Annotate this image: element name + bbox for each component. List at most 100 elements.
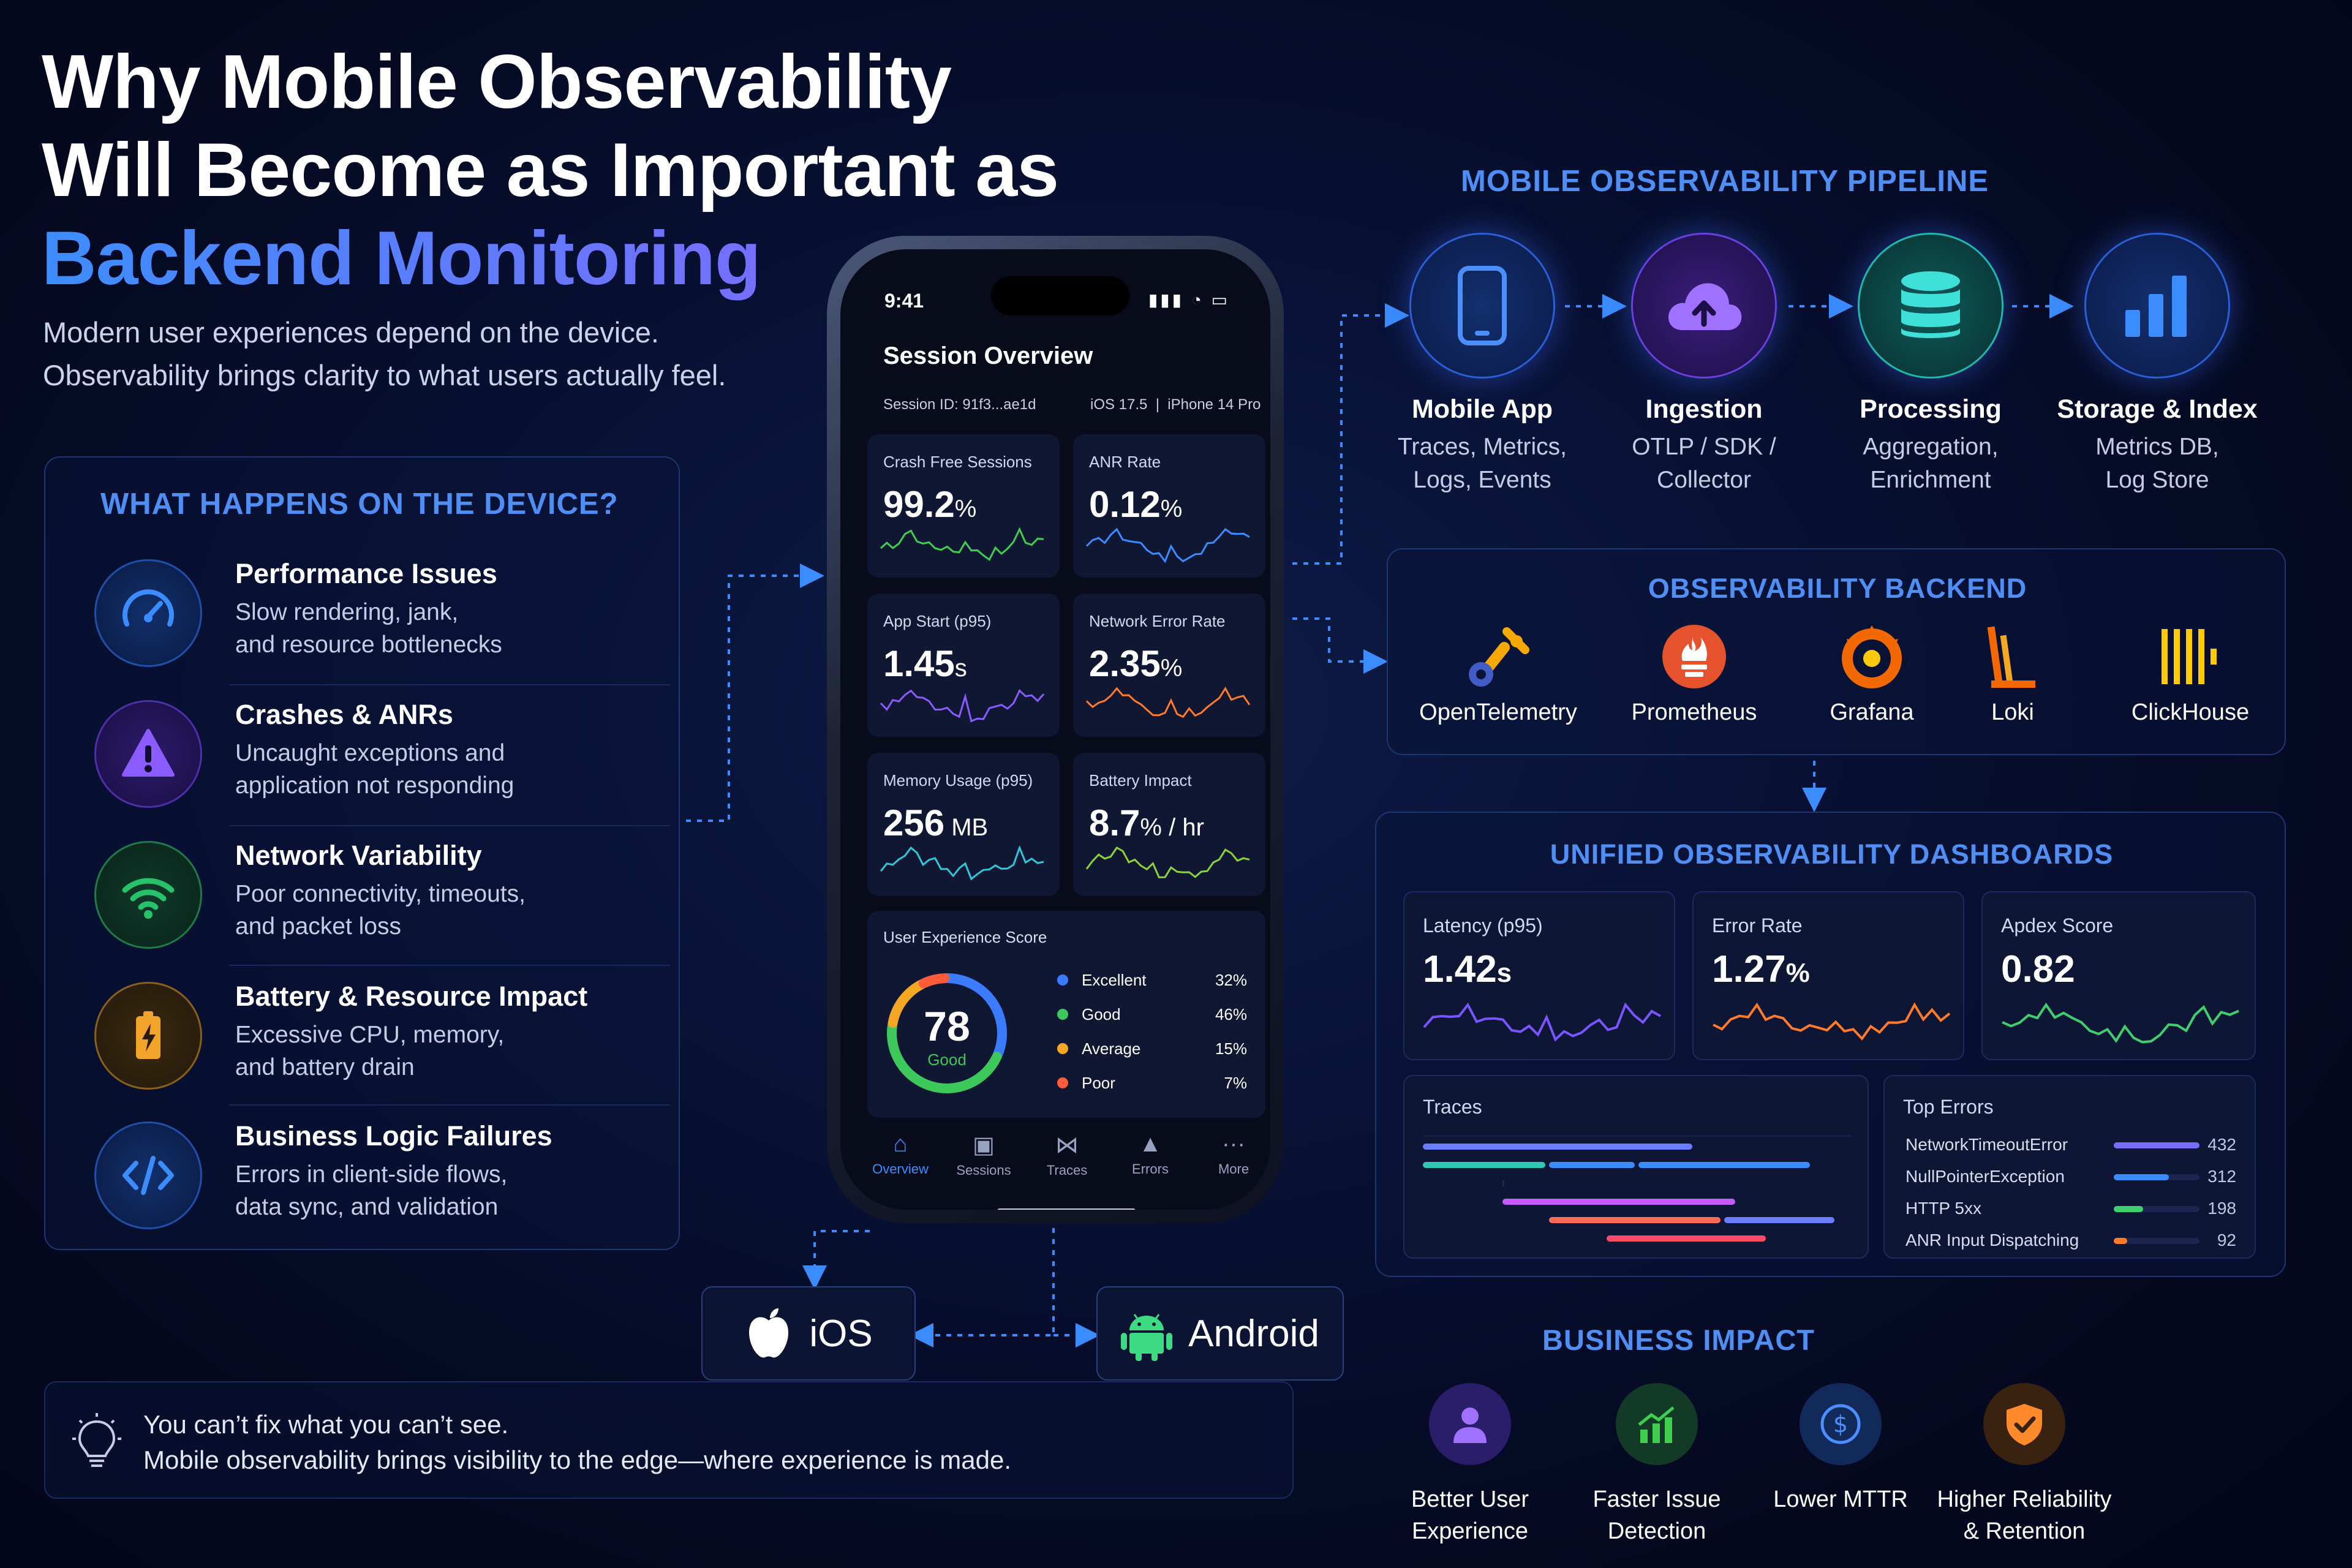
metric-label: Battery Impact	[1089, 771, 1192, 790]
tool-name: Loki	[1991, 699, 2034, 725]
donut-segment-poor	[918, 973, 950, 989]
dollar-icon: $	[1800, 1383, 1882, 1465]
top-errors-card[interactable]: Top Errors NetworkTimeoutError 432 NullPo…	[1883, 1075, 2256, 1259]
business-item-mttr: $ Lower MTTR	[1740, 1383, 1942, 1515]
sparkline	[1085, 846, 1250, 878]
home-icon: ⌂	[893, 1131, 908, 1157]
ux-legend: Excellent 32% Good 46% Average 15% Poor 7%	[1057, 968, 1247, 1106]
ux-score-card[interactable]: User Experience Score 78 Good Excellent 3…	[867, 911, 1265, 1118]
android-label: Android	[1188, 1312, 1319, 1355]
card-label: Latency (p95)	[1423, 914, 1543, 937]
metric-card[interactable]: ANR Rate 0.12%	[1073, 434, 1265, 578]
trace-waterfall	[1423, 1135, 1852, 1242]
node-title: Mobile App	[1411, 394, 1553, 424]
status-time: 9:41	[884, 290, 924, 312]
errors-icon: ▲	[1139, 1131, 1162, 1157]
tab-more[interactable]: ··· More	[1192, 1131, 1270, 1177]
donut-segment-excellent	[942, 973, 1007, 1060]
loki-logo	[1987, 626, 2035, 688]
chart-up-icon	[1616, 1383, 1698, 1465]
error-bar	[2114, 1206, 2143, 1212]
card-value: 1.27%	[1712, 948, 1810, 990]
card-value: 1.42s	[1423, 948, 1512, 990]
grafana-logo	[1842, 625, 1902, 688]
tab-overview[interactable]: ⌂ Overview	[859, 1131, 942, 1177]
node-desc: Traces, Metrics, Logs, Events	[1398, 434, 1567, 493]
screen-header: Session Overview	[883, 342, 1093, 369]
device-item-network: Network Variability Poor connectivity, t…	[94, 831, 646, 954]
sparkline	[880, 527, 1044, 561]
tab-errors[interactable]: ▲ Errors	[1109, 1131, 1192, 1177]
metric-value: 99.2%	[883, 484, 977, 525]
prometheus-logo	[1662, 625, 1726, 688]
clickhouse-logo	[2162, 629, 2217, 684]
traces-label: Traces	[1423, 1096, 1482, 1118]
pipeline-title: MOBILE OBSERVABILITY PIPELINE	[1461, 165, 1989, 198]
traces-card[interactable]: Traces	[1403, 1075, 1869, 1259]
subtitle-line-2: Observability brings clarity to what use…	[43, 359, 726, 391]
tool-name: Prometheus	[1631, 699, 1757, 725]
phone-mockup: 9:41 ▮▮▮ ◔ ▭ Session Overview Session ID…	[827, 236, 1284, 1223]
node-title: Ingestion	[1645, 394, 1763, 424]
more-icon: ···	[1222, 1131, 1245, 1157]
tool-name: OpenTelemetry	[1419, 699, 1577, 725]
device-panel-title: WHAT HAPPENS ON THE DEVICE?	[100, 488, 619, 521]
error-bar	[2114, 1142, 2199, 1148]
metric-value: 2.35%	[1089, 643, 1183, 684]
subtitle-line-1: Modern user experiences depend on the de…	[43, 316, 659, 349]
phone-screen: 9:41 ▮▮▮ ◔ ▭ Session Overview Session ID…	[840, 249, 1270, 1210]
cloud-upload-icon	[1631, 233, 1777, 379]
ios-label: iOS	[809, 1312, 873, 1355]
card-value: 0.82	[2001, 948, 2075, 990]
divider	[229, 965, 670, 966]
card-label: Error Rate	[1712, 914, 1803, 937]
metric-label: Network Error Rate	[1089, 612, 1226, 630]
device-item-crashes: Crashes & ANRs Uncaught exceptions and ap…	[94, 690, 646, 813]
node-title: Storage & Index	[2057, 394, 2258, 424]
pipeline-node-ingestion: Ingestion OTLP / SDK / Collector	[1594, 233, 1814, 497]
session-id: Session ID: 91f3...ae1d	[883, 396, 1036, 413]
metric-card[interactable]: Network Error Rate 2.35%	[1073, 594, 1265, 737]
user-icon	[1429, 1383, 1511, 1465]
metric-card[interactable]: Crash Free Sessions 99.2%	[867, 434, 1060, 578]
backend-tool-opentelemetry: OpenTelemetry	[1419, 623, 1578, 726]
pipeline-node-storage: Storage & Index Metrics DB, Log Store	[2047, 233, 2267, 497]
apple-icon	[749, 1308, 789, 1358]
metric-card[interactable]: Memory Usage (p95) 256 MB	[867, 753, 1060, 896]
device-item-desc: Errors in client-side flows, data sync, a…	[235, 1161, 508, 1220]
legend-row: Good 46%	[1057, 1003, 1247, 1037]
donut-segment-average	[888, 979, 927, 1028]
top-errors-label: Top Errors	[1903, 1096, 1994, 1118]
node-desc: Metrics DB, Log Store	[2095, 434, 2219, 493]
sparkline	[1713, 1003, 1951, 1041]
device-item-title: Battery & Resource Impact	[235, 981, 588, 1012]
shield-check-icon	[1983, 1383, 2065, 1465]
business-title: BUSINESS IMPACT	[1542, 1324, 1815, 1356]
metric-card[interactable]: App Start (p95) 1.45s	[867, 594, 1060, 737]
error-bar	[2114, 1174, 2169, 1180]
tab-traces[interactable]: ⋈ Traces	[1025, 1131, 1109, 1178]
legend-row: Average 15%	[1057, 1037, 1247, 1071]
speedometer-icon	[94, 559, 202, 667]
metric-card[interactable]: Battery Impact 8.7% / hr	[1073, 753, 1265, 896]
backend-panel: OBSERVABILITY BACKEND OpenTelemetry Prom…	[1387, 548, 2286, 755]
device-item-business-logic: Business Logic Failures Errors in client…	[94, 1112, 646, 1234]
dashboard-card[interactable]: Latency (p95) 1.42s	[1403, 891, 1675, 1060]
metric-label: App Start (p95)	[883, 612, 992, 630]
device-item-desc: Excessive CPU, memory, and battery drain	[235, 1022, 505, 1080]
legend-row: Excellent 32%	[1057, 968, 1247, 1003]
bar-chart-icon	[2084, 233, 2230, 379]
wifi-icon	[94, 841, 202, 949]
dashboard-card[interactable]: Apdex Score 0.82	[1981, 891, 2256, 1060]
device-item-title: Crashes & ANRs	[235, 699, 453, 730]
sparkline	[880, 846, 1044, 881]
dashboard-card[interactable]: Error Rate 1.27%	[1692, 891, 1964, 1060]
status-icons: ▮▮▮ ◔ ▭	[1148, 290, 1230, 309]
card-label: Apdex Score	[2001, 914, 2114, 937]
device-item-desc: Slow rendering, jank, and resource bottle…	[235, 599, 502, 658]
ux-score: 78	[924, 1003, 970, 1050]
divider	[229, 825, 670, 826]
tab-sessions[interactable]: ▣ Sessions	[942, 1131, 1025, 1178]
device-item-title: Network Variability	[235, 840, 482, 871]
footer-callout: You can’t fix what you can’t see. Mobile…	[44, 1381, 1294, 1499]
